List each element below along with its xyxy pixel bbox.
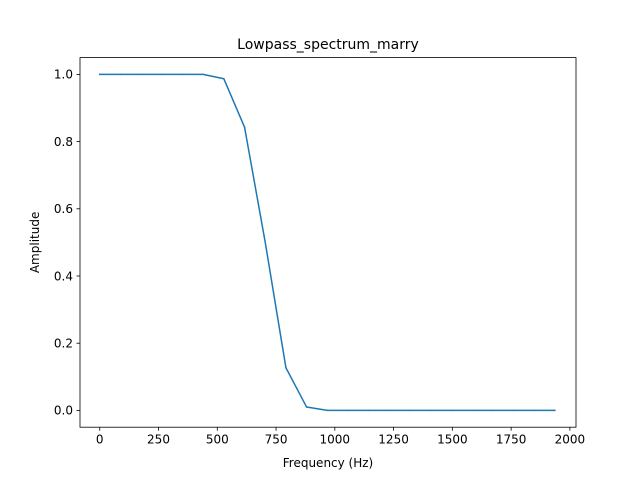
data-point (140, 73, 142, 76)
x-tick-label: 2000 (555, 433, 586, 447)
data-point (161, 73, 163, 76)
data-point (388, 409, 391, 412)
x-tick-label: 1250 (378, 433, 409, 447)
plot-frame (79, 57, 577, 428)
data-point (492, 409, 494, 412)
y-tick-label: 0.2 (54, 337, 73, 351)
x-tick-label: 1500 (437, 433, 468, 447)
data-point (429, 409, 432, 412)
data-point (181, 73, 184, 76)
data-point (347, 409, 349, 412)
y-tick-label: 0.6 (54, 202, 73, 216)
data-point (285, 366, 287, 369)
y-tick-label: 0.8 (54, 135, 73, 149)
data-point (533, 409, 535, 412)
x-tick-label: 1750 (496, 433, 527, 447)
y-axis-ticks: 0.0 0.2 0.4 0.6 0.8 1.0 (54, 68, 80, 418)
data-point (223, 78, 225, 80)
data-point (119, 73, 122, 76)
series-points (98, 73, 556, 412)
y-tick-label: 1.0 (54, 68, 73, 82)
data-point (471, 409, 473, 412)
y-tick-label: 0.0 (54, 404, 73, 418)
data-point (367, 409, 370, 412)
x-axis-label: Frequency (Hz) (283, 456, 374, 470)
x-tick-label: 0 (96, 433, 104, 447)
chart-title: Lowpass_spectrum_marry (237, 37, 419, 53)
y-tick-label: 0.4 (54, 269, 73, 283)
x-tick-label: 250 (147, 433, 170, 447)
data-point (264, 241, 266, 244)
data-point (243, 126, 246, 128)
data-point (202, 73, 204, 76)
data-point (326, 409, 329, 412)
x-tick-label: 750 (265, 433, 288, 447)
data-point (554, 409, 556, 412)
x-tick-label: 1000 (320, 433, 351, 447)
x-axis-ticks: 0 250 500 750 1000 1250 1500 1750 2000 (96, 427, 585, 447)
data-point (409, 409, 411, 412)
data-point (450, 409, 453, 412)
data-point (305, 406, 308, 408)
data-point (98, 73, 101, 76)
x-tick-label: 500 (206, 433, 229, 447)
y-axis-label: Amplitude (28, 212, 42, 274)
data-point (512, 409, 515, 412)
